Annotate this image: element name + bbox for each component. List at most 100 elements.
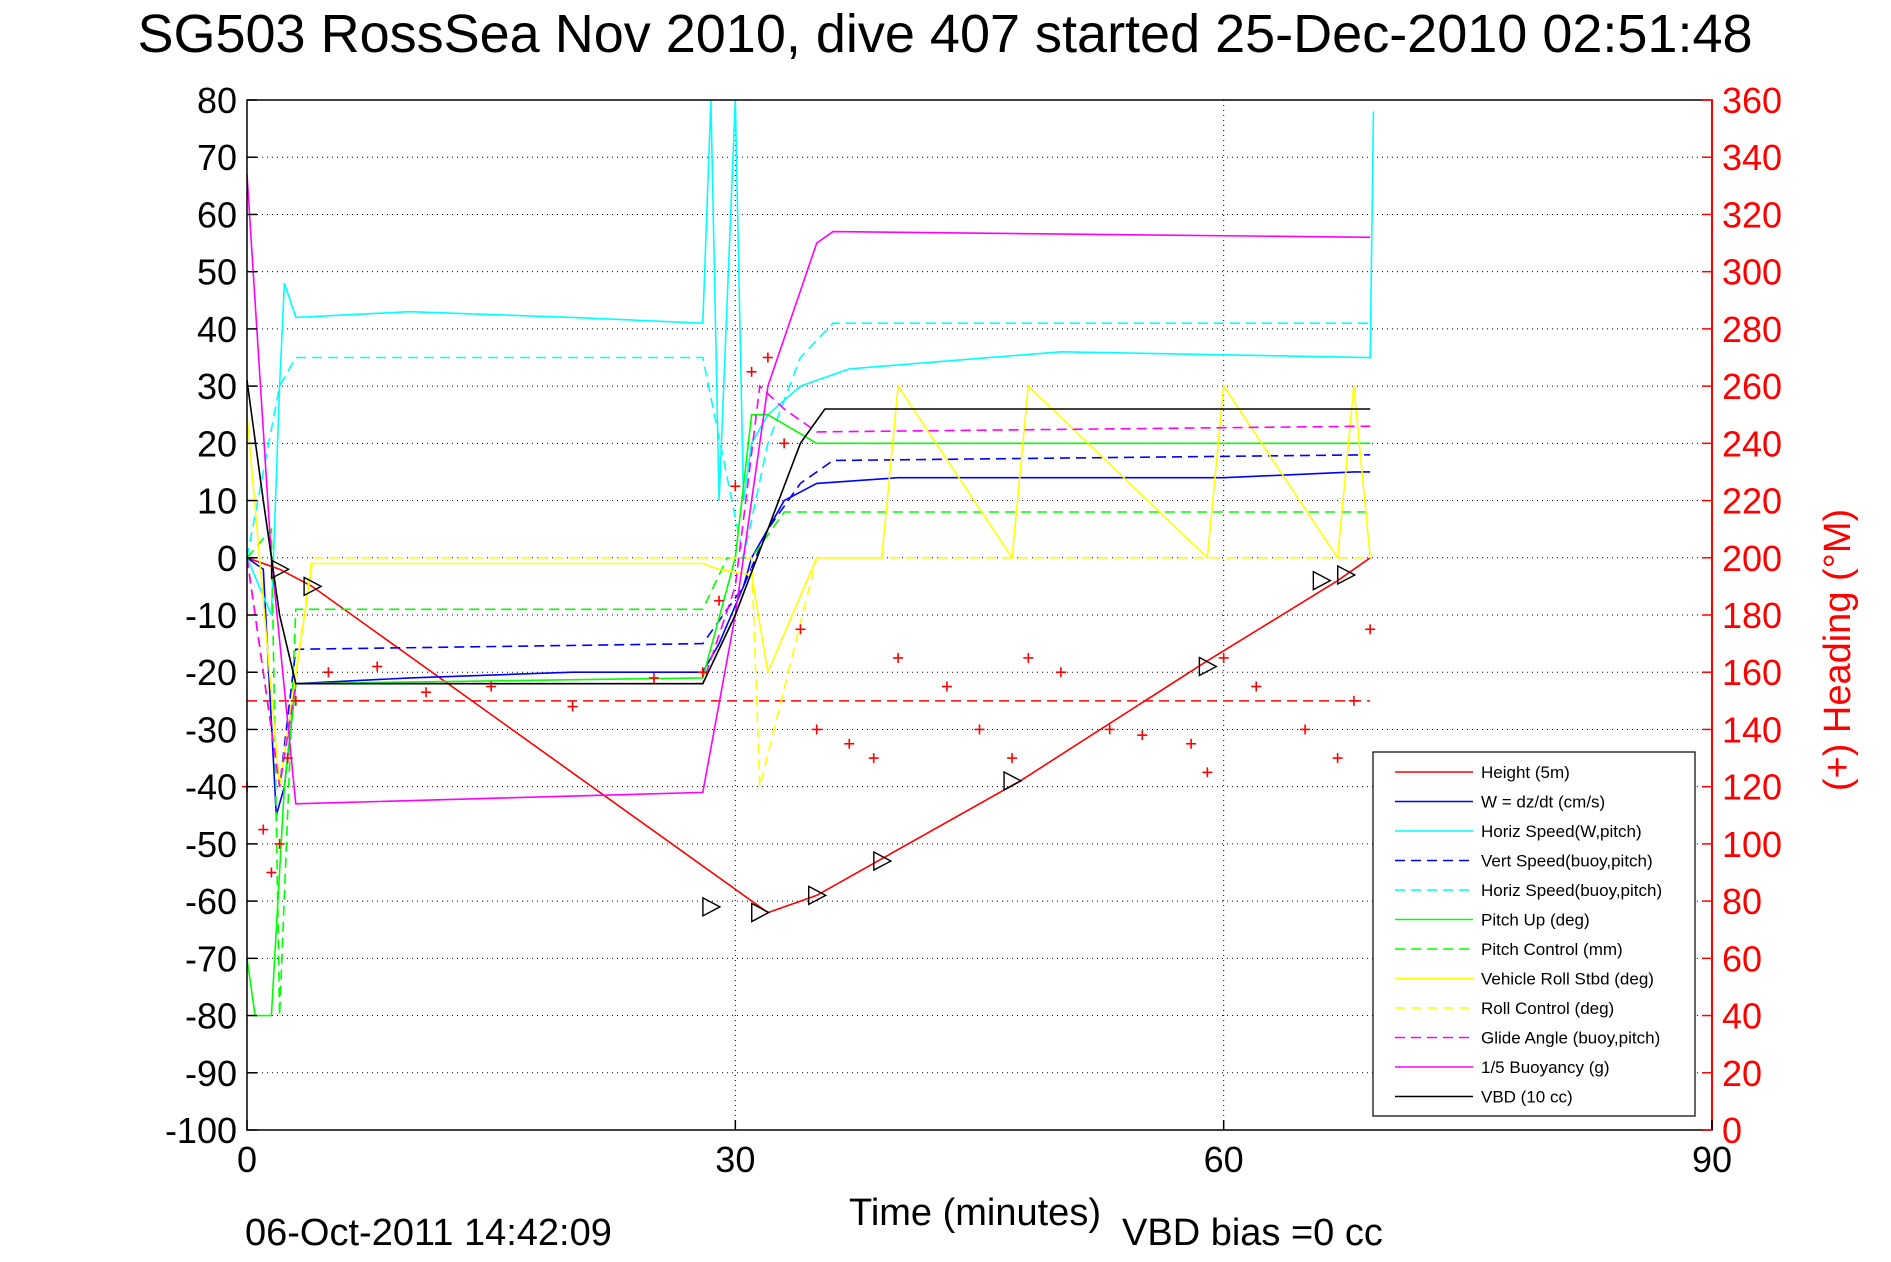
plot-area bbox=[242, 99, 1712, 1130]
footer-note: VBD bias =0 cc bbox=[1122, 1212, 1383, 1254]
vehicle-marker bbox=[1312, 570, 1332, 591]
heading-point bbox=[811, 724, 822, 735]
right-tick-label: 200 bbox=[1722, 538, 1782, 579]
y-tick-label: -70 bbox=[185, 938, 237, 979]
legend: Height (5m) W = dz/dt (cm/s) Horiz Speed(W… bbox=[1372, 751, 1696, 1117]
right-tick-label: 220 bbox=[1722, 481, 1782, 522]
right-tick-label: 280 bbox=[1722, 309, 1782, 350]
heading-point bbox=[974, 724, 985, 735]
heading-point bbox=[323, 667, 334, 678]
y-tick-label: -60 bbox=[185, 881, 237, 922]
heading-point bbox=[1348, 695, 1359, 706]
heading-point bbox=[486, 681, 497, 692]
right-tick-label: 60 bbox=[1722, 938, 1762, 979]
right-tick-label: 140 bbox=[1722, 709, 1782, 750]
heading-point bbox=[258, 824, 269, 835]
heading-point bbox=[844, 738, 855, 749]
heading-point bbox=[282, 753, 293, 764]
heading-point bbox=[274, 838, 285, 849]
heading-point bbox=[1332, 753, 1343, 764]
series-line-11 bbox=[246, 380, 1371, 685]
y-tick-label: 20 bbox=[197, 423, 237, 464]
series-line-6 bbox=[246, 511, 1371, 1016]
legend-label: Pitch Up (deg) bbox=[1481, 911, 1590, 930]
right-tick-label: 80 bbox=[1722, 881, 1762, 922]
heading-point bbox=[1300, 724, 1311, 735]
right-tick-label: 260 bbox=[1722, 366, 1782, 407]
y-tick-label: 50 bbox=[197, 252, 237, 293]
heading-point bbox=[1007, 753, 1018, 764]
heading-point bbox=[648, 672, 659, 683]
legend-label: Vert Speed(buoy,pitch) bbox=[1481, 852, 1653, 871]
legend-box bbox=[1372, 751, 1696, 1117]
y-tick-label: -50 bbox=[185, 824, 237, 865]
vehicle-marker bbox=[873, 850, 893, 872]
right-tick-label: 320 bbox=[1722, 194, 1782, 235]
heading-point bbox=[567, 701, 578, 712]
y-tick-label: -10 bbox=[185, 595, 237, 636]
footer-date: 06-Oct-2011 14:42:09 bbox=[245, 1212, 612, 1254]
right-tick-label: 300 bbox=[1722, 252, 1782, 293]
series-line-5 bbox=[246, 413, 1371, 1017]
legend-label: Vehicle Roll Stbd (deg) bbox=[1481, 970, 1654, 989]
vehicle-marker bbox=[751, 902, 771, 923]
heading-point bbox=[1137, 730, 1148, 741]
y-tick-label: 80 bbox=[197, 80, 237, 121]
y-tick-label: -30 bbox=[185, 709, 237, 750]
y-tick-label: 40 bbox=[197, 309, 237, 350]
y-tick-label: 70 bbox=[197, 137, 237, 178]
right-tick-label: 240 bbox=[1722, 423, 1782, 464]
right-tick-label: 340 bbox=[1722, 137, 1782, 178]
x-tick-label: 90 bbox=[1692, 1139, 1732, 1180]
right-tick-label: 180 bbox=[1722, 595, 1782, 636]
heading-point bbox=[697, 667, 708, 678]
heading-point bbox=[1218, 652, 1229, 663]
right-tick-label: 40 bbox=[1722, 996, 1762, 1037]
heading-point bbox=[1023, 652, 1034, 663]
y-tick-label: 60 bbox=[197, 194, 237, 235]
heading-point bbox=[290, 695, 301, 706]
right-tick-label: 0 bbox=[1722, 1110, 1742, 1151]
y-tick-label: -90 bbox=[185, 1053, 237, 1094]
right-tick-label: 360 bbox=[1722, 80, 1782, 121]
heading-point bbox=[1055, 667, 1066, 678]
heading-point bbox=[1186, 738, 1197, 749]
right-tick-label: 100 bbox=[1722, 824, 1782, 865]
chart-title: SG503 RossSea Nov 2010, dive 407 started… bbox=[137, 4, 1752, 64]
vehicle-marker bbox=[270, 559, 291, 580]
x-tick-label: 0 bbox=[237, 1139, 257, 1180]
vehicle-marker bbox=[1337, 564, 1357, 586]
vehicle-marker bbox=[808, 885, 828, 906]
series-line-3 bbox=[246, 454, 1371, 787]
x-axis-label: Time (minutes) bbox=[849, 1192, 1101, 1234]
heading-point bbox=[730, 481, 741, 492]
series-line-2 bbox=[246, 99, 1375, 616]
vehicle-marker bbox=[303, 576, 323, 597]
heading-point bbox=[1365, 624, 1376, 635]
legend-label: Glide Angle (buoy,pitch) bbox=[1481, 1029, 1660, 1048]
vehicle-marker bbox=[1003, 770, 1023, 792]
y-tick-label: -80 bbox=[185, 996, 237, 1037]
heading-point bbox=[421, 687, 432, 698]
y-tick-label: 30 bbox=[197, 366, 237, 407]
series-line-0 bbox=[246, 557, 1371, 914]
heading-point bbox=[1251, 681, 1262, 692]
legend-label: Roll Control (deg) bbox=[1481, 999, 1614, 1018]
legend-label: Horiz Speed(buoy,pitch) bbox=[1481, 881, 1662, 900]
vehicle-marker bbox=[702, 896, 722, 917]
vehicle-marker bbox=[1198, 656, 1218, 677]
legend-label: Pitch Control (mm) bbox=[1481, 940, 1623, 959]
y-tick-label: 0 bbox=[217, 538, 237, 579]
heading-point bbox=[941, 681, 952, 692]
heading-point bbox=[372, 661, 383, 672]
series-line-9 bbox=[246, 384, 1371, 787]
heading-point bbox=[795, 624, 806, 635]
heading-point bbox=[868, 753, 879, 764]
x-tick-label: 30 bbox=[715, 1139, 755, 1180]
y-tick-label: -20 bbox=[185, 652, 237, 693]
right-axis-label: (+) Heading (°M) bbox=[1817, 509, 1859, 791]
legend-label: VBD (10 cc) bbox=[1481, 1088, 1573, 1107]
heading-point bbox=[762, 352, 773, 363]
heading-point bbox=[746, 366, 757, 377]
